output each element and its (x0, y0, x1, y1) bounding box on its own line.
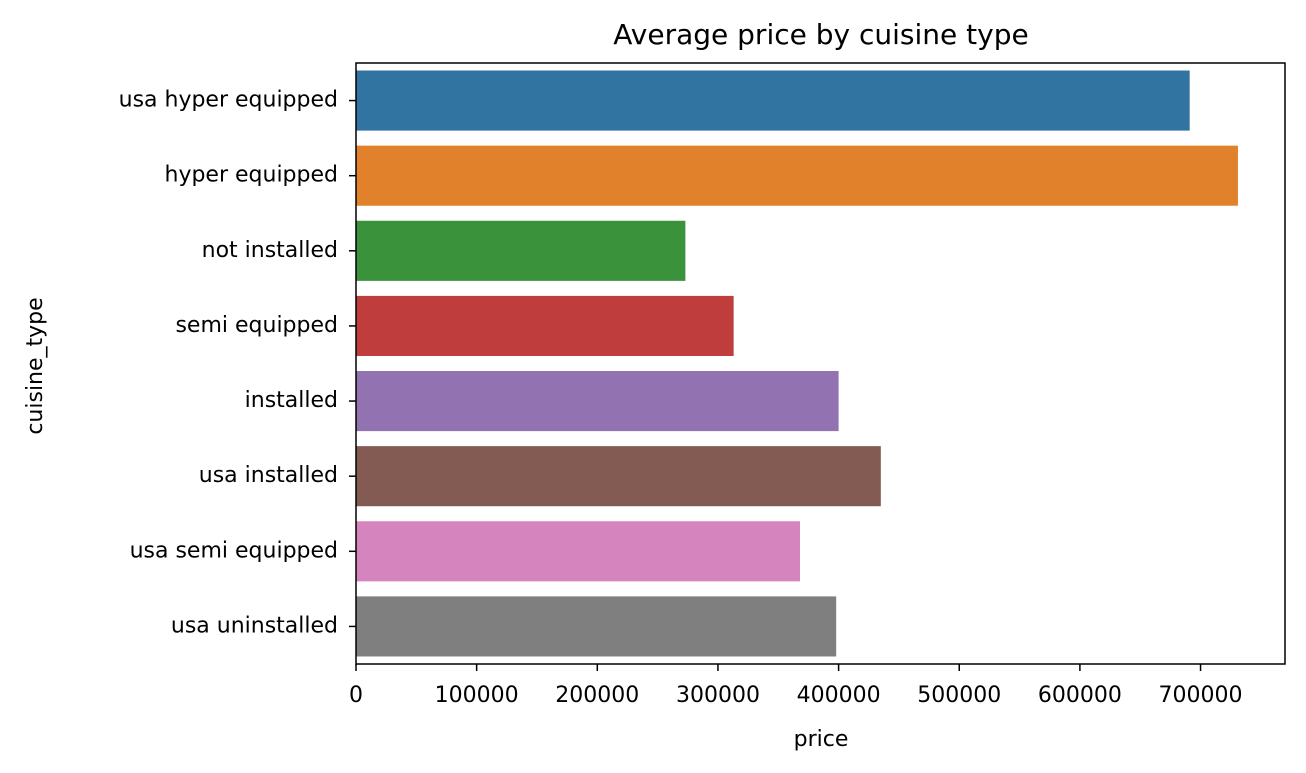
chart-title: Average price by cuisine type (613, 18, 1028, 51)
x-tick-label: 200000 (555, 683, 639, 708)
x-tick-label: 700000 (1159, 683, 1243, 708)
bar (356, 295, 734, 356)
bar (356, 521, 800, 582)
bar (356, 596, 837, 657)
y-tick-label: usa installed (199, 463, 338, 488)
y-tick-label: installed (245, 388, 338, 413)
bars-group (356, 70, 1238, 657)
bar (356, 145, 1238, 206)
x-axis-label: price (794, 727, 849, 752)
bar (356, 371, 839, 432)
y-tick-label: semi equipped (175, 313, 338, 338)
x-axis-ticks: 0 100000 200000 300000 400000 500000 600000 700… (349, 664, 1243, 708)
x-tick-label: 400000 (797, 683, 881, 708)
plot-frame (355, 62, 1286, 665)
x-tick-label: 600000 (1038, 683, 1122, 708)
x-tick-label: 300000 (676, 683, 760, 708)
y-axis-label: cuisine_type (23, 297, 48, 434)
bar (356, 446, 881, 507)
bar (356, 220, 686, 281)
x-tick-label: 100000 (435, 683, 519, 708)
x-tick-label: 500000 (917, 683, 1001, 708)
x-tick-label: 0 (349, 683, 363, 708)
y-tick-label: hyper equipped (165, 163, 339, 188)
y-tick-label: usa semi equipped (130, 538, 338, 563)
y-tick-label: not installed (202, 238, 338, 263)
y-axis-ticks: usa hyper equipped hyper equipped not inst… (119, 88, 356, 638)
y-tick-label: usa uninstalled (171, 613, 338, 638)
y-tick-label: usa hyper equipped (119, 88, 338, 113)
bar (356, 70, 1190, 131)
